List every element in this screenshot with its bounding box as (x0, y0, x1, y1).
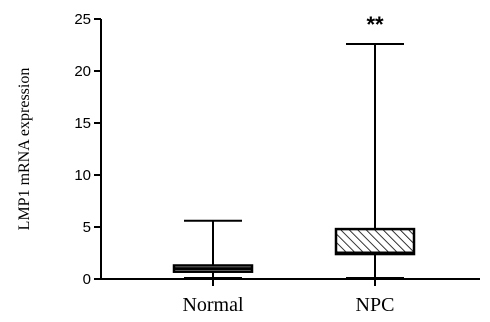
significance-marker: ** (366, 12, 384, 37)
y-tick-label: 10 (74, 167, 91, 184)
y-tick-label: 25 (74, 11, 91, 28)
y-axis-title: LMP1 mRNA expression (16, 68, 33, 231)
iqr-box (334, 227, 416, 256)
box-normal (172, 219, 254, 279)
y-axis: 0 5 10 15 20 25 (74, 11, 102, 288)
y-tick-label: 20 (74, 63, 91, 80)
annotations: ** (366, 12, 384, 37)
y-tick-label: 5 (83, 219, 91, 236)
y-tick-label: 0 (83, 271, 91, 288)
box-series (172, 42, 416, 279)
x-axis: Normal NPC (100, 278, 480, 316)
y-tick-label: 15 (74, 115, 91, 132)
x-tick-label: Normal (182, 294, 244, 316)
box-npc (334, 42, 416, 279)
x-tick-label: NPC (356, 294, 395, 316)
